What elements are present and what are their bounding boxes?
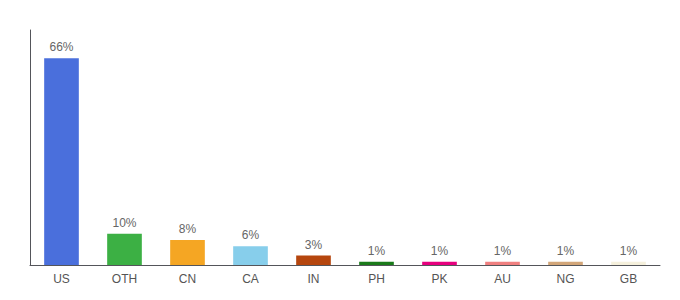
svg-text:GB: GB <box>620 272 637 286</box>
svg-text:1%: 1% <box>494 244 512 258</box>
svg-text:PH: PH <box>368 272 385 286</box>
svg-text:OTH: OTH <box>112 272 137 286</box>
svg-text:1%: 1% <box>368 244 386 258</box>
svg-text:NG: NG <box>557 272 575 286</box>
svg-text:8%: 8% <box>179 222 197 236</box>
svg-text:IN: IN <box>308 272 320 286</box>
svg-text:1%: 1% <box>620 244 638 258</box>
svg-text:AU: AU <box>494 272 511 286</box>
svg-text:1%: 1% <box>557 244 575 258</box>
svg-text:CN: CN <box>179 272 196 286</box>
svg-text:66%: 66% <box>49 40 73 54</box>
svg-text:1%: 1% <box>431 244 449 258</box>
svg-text:3%: 3% <box>305 238 323 252</box>
svg-text:US: US <box>53 272 70 286</box>
svg-text:10%: 10% <box>112 216 136 230</box>
svg-text:6%: 6% <box>242 228 260 242</box>
svg-text:CA: CA <box>242 272 259 286</box>
svg-text:PK: PK <box>431 272 447 286</box>
